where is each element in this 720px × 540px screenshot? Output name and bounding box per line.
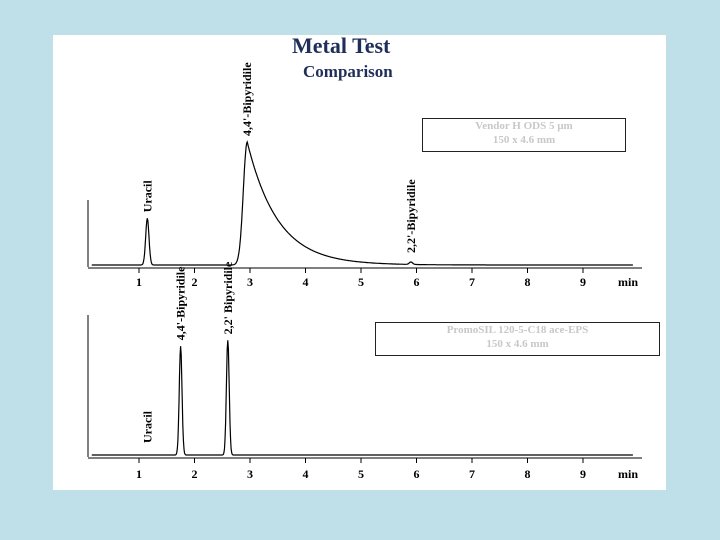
legend-bottom-line2: 150 x 4.6 mm: [486, 338, 549, 350]
legend-bottom: PromoSIL 120-5-C18 ace-EPS 150 x 4.6 mm: [375, 322, 660, 356]
x-tick-label: 5: [358, 275, 364, 289]
x-tick-label: 9: [580, 467, 586, 481]
chromatogram-trace-0: [91, 140, 633, 266]
x-tick-label: 3: [247, 467, 253, 481]
peak-label: 4,4'-Bipyridile: [174, 266, 188, 340]
peak-label: 2,2' Bipyridile: [221, 261, 235, 334]
peak-label: 4,4'-Bipyridile: [240, 62, 254, 136]
x-tick-label: 7: [469, 467, 475, 481]
legend-top-line2: 150 x 4.6 mm: [492, 134, 556, 146]
legend-bottom-line1: PromoSIL 120-5-C18 ace-EPS: [446, 324, 589, 336]
x-tick-label: 5: [358, 467, 364, 481]
legend-top-line1: Vendor H ODS 5 µm: [475, 120, 573, 132]
peak-label: Uracil: [140, 410, 154, 443]
legend-top: Vendor H ODS 5 µm 150 x 4.6 mm: [422, 118, 626, 152]
x-tick-label: 1: [136, 467, 142, 481]
peak-label: Uracil: [140, 180, 154, 213]
x-tick-label: 7: [469, 275, 475, 289]
x-tick-label: 1: [136, 275, 142, 289]
x-tick-label: 4: [303, 275, 309, 289]
x-axis-label: min: [618, 275, 638, 289]
x-tick-label: 6: [414, 467, 420, 481]
x-tick-label: 4: [303, 467, 309, 481]
slide-subtitle: Comparison: [303, 62, 393, 81]
x-tick-label: 8: [525, 275, 531, 289]
x-tick-label: 9: [580, 275, 586, 289]
x-tick-label: 2: [192, 467, 198, 481]
x-tick-label: 8: [525, 467, 531, 481]
chromatogram-trace-1: [91, 340, 633, 456]
slide-title: Metal Test: [292, 33, 391, 58]
peak-label: 2,2'-Bipyridile: [404, 179, 418, 253]
x-tick-label: 6: [414, 275, 420, 289]
x-tick-label: 2: [192, 275, 198, 289]
x-tick-label: 3: [247, 275, 253, 289]
x-axis-label: min: [618, 467, 638, 481]
